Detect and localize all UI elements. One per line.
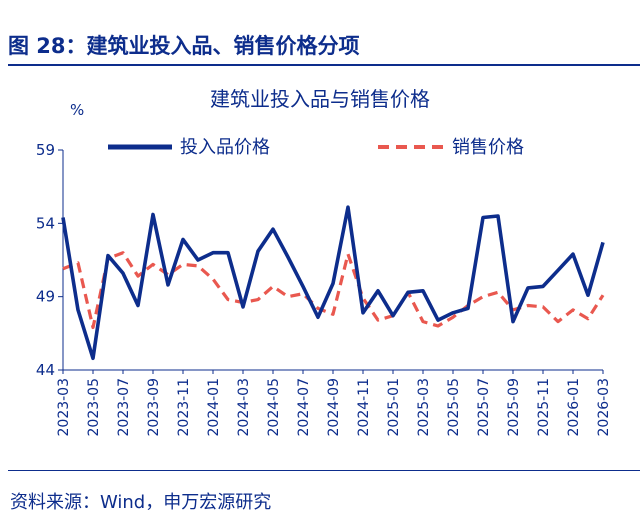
x-tick-label: 2023-11 <box>176 378 192 437</box>
x-tick-label: 2025-05 <box>446 378 462 437</box>
x-tick-label: 2025-11 <box>536 378 552 437</box>
legend-label-input-price: 投入品价格 <box>180 137 270 158</box>
x-tick-label: 2025-09 <box>506 378 522 437</box>
legend-label-sales-price: 销售价格 <box>452 137 524 158</box>
x-tick-label: 2024-07 <box>296 378 312 437</box>
y-tick-label: 49 <box>36 288 55 306</box>
footer-rule <box>8 470 640 471</box>
x-tick-label: 2025-07 <box>476 378 492 437</box>
series-layer <box>61 205 605 361</box>
x-tick-label: 2024-09 <box>326 378 342 437</box>
title-rule <box>8 64 640 66</box>
legend: 投入品价格 销售价格 <box>108 137 524 158</box>
y-axis-label: % <box>70 101 84 119</box>
x-tick-label: 2024-01 <box>206 378 222 437</box>
x-tick-label: 2023-05 <box>86 378 102 437</box>
figure-title: 图 28：建筑业投入品、销售价格分项 <box>8 34 360 58</box>
x-tick-label: 2024-03 <box>236 378 252 437</box>
y-tick-label: 59 <box>36 141 55 159</box>
x-tick-label: 2025-03 <box>416 378 432 437</box>
x-axis: 2023-03 2023-05 2023-07 2023-09 2023-11 2024-… <box>56 369 612 437</box>
line-chart: 建筑业投入品与销售价格 % 投入品价格 销售价格 44 49 54 59 2023-0… <box>36 87 612 437</box>
x-tick-label: 2026-01 <box>566 378 582 437</box>
x-tick-label: 2023-07 <box>116 378 132 437</box>
x-tick-label: 2023-09 <box>146 378 162 437</box>
source-note: 资料来源：Wind，申万宏源研究 <box>10 492 272 513</box>
x-tick-label: 2025-01 <box>386 378 402 437</box>
y-tick-label: 44 <box>36 361 55 379</box>
x-tick-label: 2023-03 <box>56 378 72 437</box>
y-tick-label: 54 <box>36 214 55 232</box>
x-tick-label: 2024-05 <box>266 378 282 437</box>
series-line-input-price <box>61 205 605 361</box>
x-tick-label: 2026-03 <box>596 378 612 437</box>
x-tick-label: 2024-11 <box>356 378 372 437</box>
chart-title: 建筑业投入品与销售价格 <box>210 87 430 111</box>
y-axis: 44 49 54 59 <box>36 141 64 379</box>
